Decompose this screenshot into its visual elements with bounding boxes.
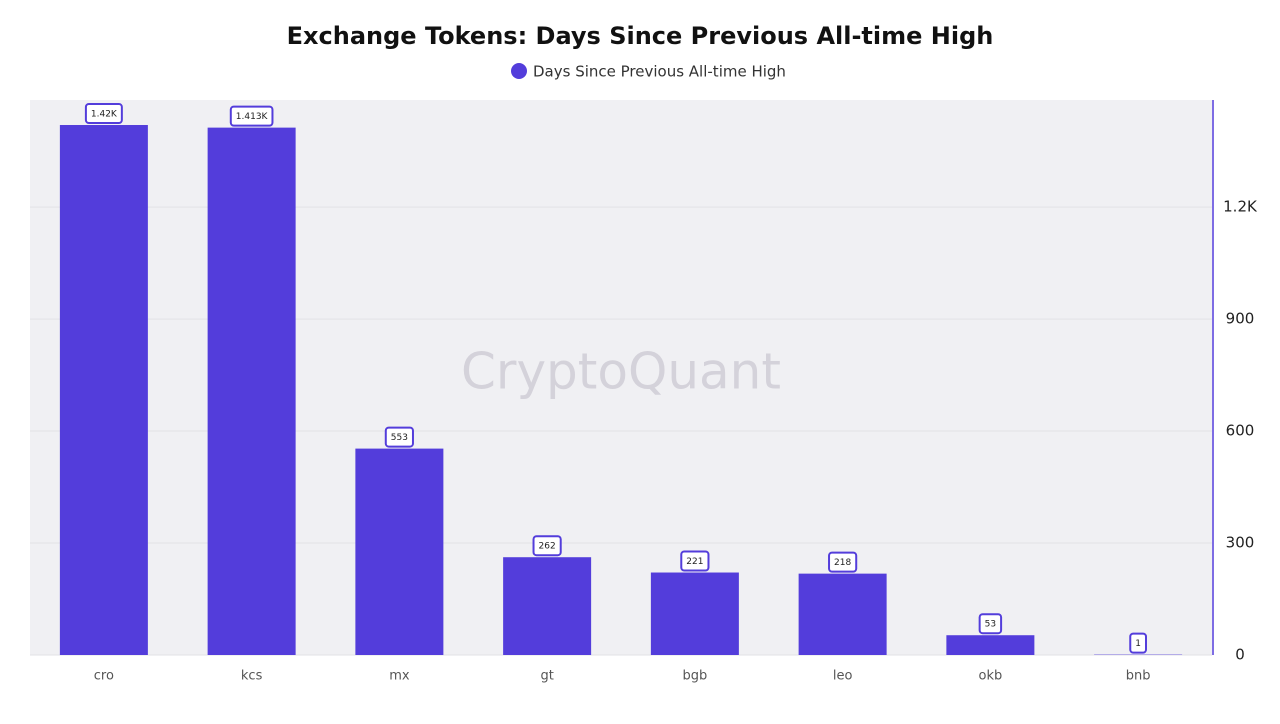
data-label-text: 1.42K (91, 110, 118, 120)
bar (946, 635, 1034, 655)
data-label-text: 553 (391, 433, 408, 443)
y-tick-label: 600 (1226, 422, 1255, 440)
bar (503, 557, 591, 655)
y-tick-label: 1.2K (1223, 198, 1258, 216)
bar (60, 125, 148, 655)
legend-label: Days Since Previous All-time High (533, 63, 786, 81)
y-tick-label: 300 (1226, 534, 1255, 552)
y-tick-label: 900 (1226, 310, 1255, 328)
data-label: 221 (681, 552, 708, 571)
data-label: 553 (386, 428, 413, 447)
y-tick-label: 0 (1235, 646, 1245, 664)
x-tick-label: leo (833, 669, 853, 684)
legend-marker (511, 63, 527, 79)
x-tick-label: bgb (682, 669, 707, 684)
data-label-text: 1 (1135, 639, 1141, 649)
data-label: 1.413K (231, 107, 273, 126)
data-label-text: 1.413K (236, 112, 269, 122)
data-label-text: 221 (686, 557, 703, 567)
bar (355, 449, 443, 655)
data-label: 262 (534, 536, 561, 555)
data-label: 53 (980, 614, 1001, 633)
bar (799, 574, 887, 655)
x-tick-label: bnb (1126, 669, 1151, 684)
bar (208, 128, 296, 655)
data-label: 1.42K (86, 104, 122, 123)
x-tick-label: mx (389, 669, 410, 684)
x-tick-label: okb (979, 669, 1003, 684)
data-label-text: 53 (985, 620, 996, 630)
watermark: CryptoQuant (461, 343, 781, 401)
data-label: 1 (1130, 634, 1146, 653)
data-label-text: 218 (834, 558, 851, 568)
x-tick-label: cro (94, 669, 114, 684)
data-label: 218 (829, 553, 856, 572)
x-tick-label: kcs (241, 669, 263, 684)
bar (651, 573, 739, 655)
data-label-text: 262 (539, 542, 556, 552)
chart-title: Exchange Tokens: Days Since Previous All… (287, 22, 994, 50)
x-tick-label: gt (540, 669, 553, 684)
